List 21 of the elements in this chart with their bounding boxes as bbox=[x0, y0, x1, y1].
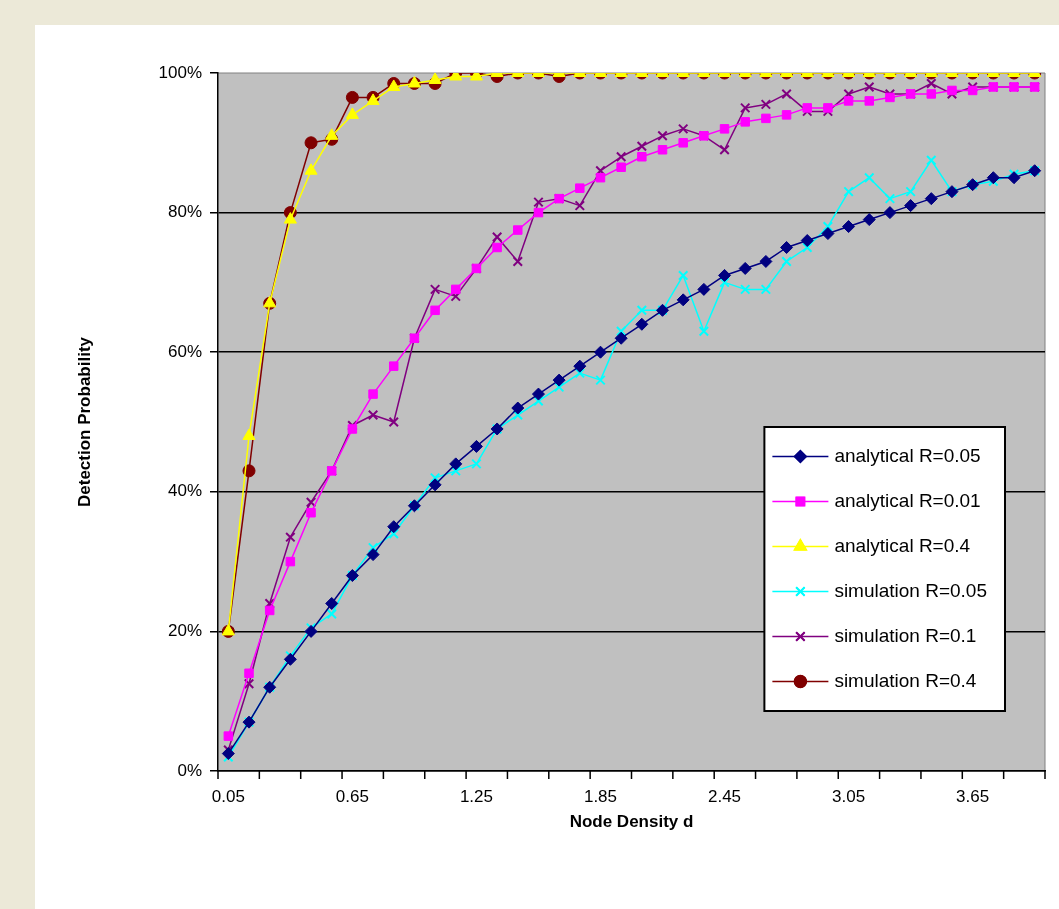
x-tick-label: 1.25 bbox=[459, 786, 493, 806]
legend-label: simulation R=0.1 bbox=[834, 624, 977, 646]
y-tick-label: 100% bbox=[158, 62, 202, 82]
x-tick-label: 3.05 bbox=[832, 786, 866, 806]
x-axis-title: Node Density d bbox=[569, 812, 694, 832]
y-tick-label: 80% bbox=[167, 202, 202, 222]
legend-label: analytical R=0.4 bbox=[834, 534, 971, 556]
legend-label: analytical R=0.01 bbox=[834, 489, 981, 511]
x-tick-label: 0.65 bbox=[335, 786, 369, 806]
legend-label: analytical R=0.05 bbox=[834, 444, 981, 466]
legend-label: simulation R=0.05 bbox=[834, 579, 988, 601]
x-tick-label: 2.45 bbox=[707, 786, 742, 806]
x-tick-label: 1.85 bbox=[583, 786, 618, 806]
y-tick-label: 60% bbox=[167, 341, 202, 361]
x-tick-label: 0.05 bbox=[211, 786, 245, 806]
y-axis-title: Detection Probability bbox=[74, 336, 94, 508]
y-tick-label: 40% bbox=[167, 481, 202, 501]
x-tick-label: 3.65 bbox=[956, 786, 990, 806]
legend-label: simulation R=0.4 bbox=[834, 669, 977, 691]
y-tick-label: 0% bbox=[177, 760, 202, 780]
y-tick-label: 20% bbox=[167, 621, 202, 641]
